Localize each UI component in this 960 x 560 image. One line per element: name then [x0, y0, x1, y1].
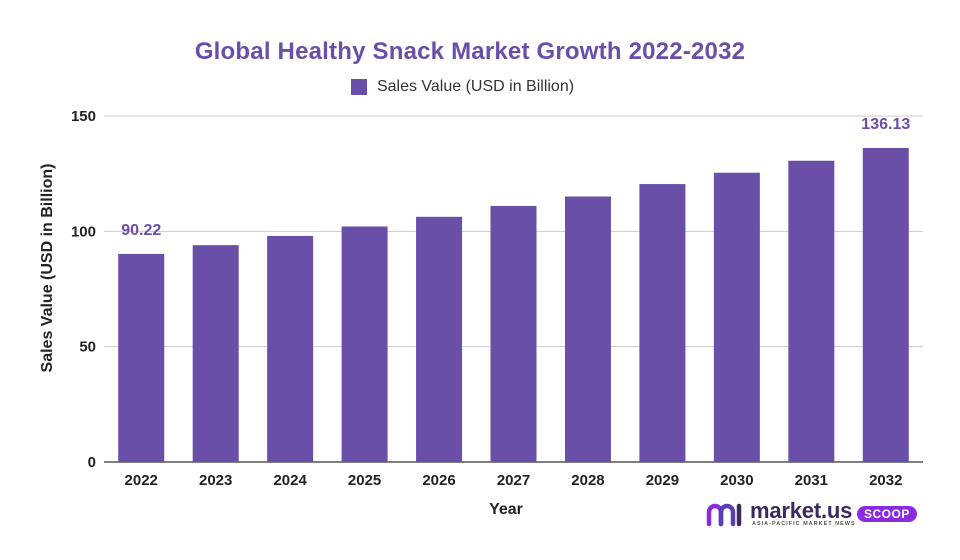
bar: [416, 216, 463, 462]
y-tick-label: 100: [71, 223, 96, 240]
x-tick-label: 2032: [869, 472, 902, 489]
y-axis-title: Sales Value (USD in Billion): [39, 164, 56, 373]
brand-name: market.us: [750, 498, 853, 523]
x-axis-title: Year: [489, 501, 523, 518]
x-tick-label: 2030: [720, 472, 753, 489]
legend-label: Sales Value (USD in Billion): [376, 78, 575, 95]
data-label: 90.22: [121, 222, 161, 239]
x-tick-label: 2029: [646, 472, 679, 489]
brand-logo: market.us ASIA-PACIFIC MARKET NEWS SCOOP: [706, 498, 936, 532]
bar: [713, 172, 760, 462]
bar: [490, 205, 537, 462]
bar: [118, 253, 165, 462]
data-label: 136.13: [861, 116, 910, 133]
market-us-logo-icon: [706, 503, 742, 527]
brand-badge: SCOOP: [857, 506, 917, 522]
x-tick-label: 2023: [199, 472, 232, 489]
legend-swatch: [350, 79, 367, 95]
x-tick-label: 2025: [348, 472, 381, 489]
y-tick-label: 150: [71, 108, 96, 125]
bar: [862, 147, 909, 462]
y-tick-label: 0: [88, 454, 96, 471]
y-tick-label: 50: [79, 339, 96, 356]
x-tick-label: 2028: [571, 472, 604, 489]
x-tick-label: 2027: [497, 472, 530, 489]
x-tick-label: 2026: [422, 472, 455, 489]
bar: [192, 245, 239, 462]
bar: [788, 160, 835, 462]
chart-title: Global Healthy Snack Market Growth 2022-…: [194, 38, 746, 65]
bar: [267, 235, 314, 462]
legend: Sales Value (USD in Billion): [0, 78, 925, 96]
bar: [639, 184, 686, 462]
brand-tagline: ASIA-PACIFIC MARKET NEWS: [752, 521, 856, 527]
bar: [564, 196, 611, 462]
bar: [341, 226, 388, 462]
x-tick-label: 2024: [273, 472, 307, 489]
x-tick-label: 2031: [795, 472, 828, 489]
x-tick-label: 2022: [125, 472, 158, 489]
